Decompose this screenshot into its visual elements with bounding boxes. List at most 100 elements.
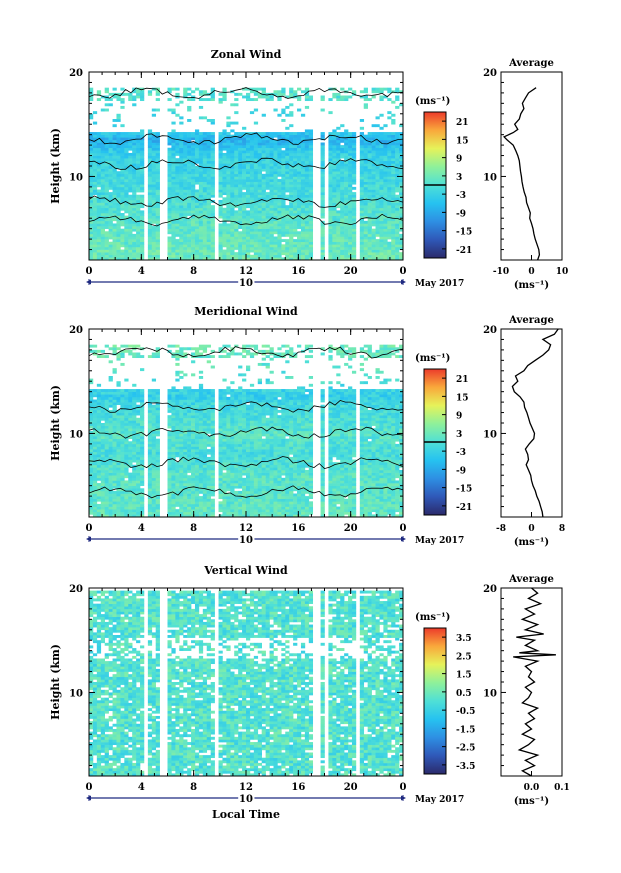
heatmap-cell <box>147 155 153 159</box>
heatmap-cell <box>359 147 365 151</box>
heatmap-cell <box>230 90 235 94</box>
heatmap-cell <box>399 215 404 219</box>
heatmap-cell <box>300 215 306 219</box>
heatmap-cell <box>328 186 333 190</box>
heatmap-cell <box>297 176 302 180</box>
heatmap-cell <box>277 194 282 198</box>
heatmap-cell <box>104 244 109 248</box>
heatmap-cell <box>246 199 251 203</box>
heatmap-cell <box>387 244 392 248</box>
heatmap-cell <box>140 181 145 185</box>
heatmap-cell <box>379 139 384 143</box>
heatmap-cell <box>375 116 380 120</box>
heatmap-cell <box>112 446 117 450</box>
heatmap-cell <box>112 87 117 91</box>
heatmap-cell <box>367 132 372 135</box>
heatmap-cell <box>332 158 337 162</box>
heatmap-cell <box>116 446 121 450</box>
heatmap-cell <box>179 179 184 182</box>
heatmap-cell <box>391 113 396 117</box>
heatmap-cell <box>128 503 133 507</box>
heatmap-cell <box>371 223 376 227</box>
heatmap-cell <box>116 220 121 224</box>
heatmap-cell <box>289 173 294 177</box>
heatmap-cell <box>179 202 184 206</box>
heatmap-cell <box>304 218 310 222</box>
heatmap-cell <box>89 186 94 190</box>
heatmap-cell <box>151 443 157 447</box>
heatmap-cell <box>332 223 337 227</box>
heatmap-cell <box>183 233 188 237</box>
heatmap-cell <box>108 347 113 351</box>
heatmap-cell <box>234 142 239 146</box>
heatmap-cell <box>132 252 137 256</box>
heatmap-cell <box>359 126 365 130</box>
heatmap-cell <box>206 158 211 162</box>
heatmap-cell <box>359 194 365 198</box>
heatmap-cell <box>320 249 325 253</box>
heatmap-cell <box>340 231 345 235</box>
heatmap-cell <box>155 173 160 177</box>
heatmap-cell <box>116 417 121 421</box>
heatmap-cell <box>89 233 94 237</box>
heatmap-cell <box>363 166 368 169</box>
heatmap-cell <box>242 207 247 211</box>
heatmap-cell <box>147 475 153 479</box>
heatmap-cell <box>140 132 145 135</box>
heatmap-cell <box>171 483 176 486</box>
heatmap-cell <box>136 438 141 442</box>
heatmap-cell <box>351 158 357 162</box>
heatmap-cell <box>120 493 125 497</box>
heatmap-cell <box>194 257 200 261</box>
heatmap-cell <box>379 246 384 250</box>
heatmap-cell <box>128 226 133 229</box>
heatmap-cell <box>336 132 341 135</box>
heatmap-cell <box>140 163 145 167</box>
heatmap-cell <box>210 213 215 216</box>
heatmap-cell <box>124 205 129 209</box>
heatmap-cell <box>108 433 113 437</box>
heatmap-cell <box>183 199 188 203</box>
heatmap-cell <box>108 181 113 185</box>
heatmap-cell <box>304 137 310 141</box>
heatmap-cell <box>395 90 400 94</box>
heatmap-cell <box>96 485 102 489</box>
heatmap-cell <box>371 173 376 177</box>
heatmap-cell <box>171 477 176 481</box>
heatmap-cell <box>171 111 176 115</box>
heatmap-cell <box>289 113 294 117</box>
heatmap-cell <box>328 152 333 156</box>
heatmap-cell <box>246 173 251 177</box>
heatmap-cell <box>395 223 400 227</box>
heatmap-cell <box>257 194 262 198</box>
heatmap-cell <box>140 490 145 494</box>
heatmap-cell <box>261 223 266 227</box>
heatmap-cell <box>108 158 113 162</box>
heatmap-cell <box>222 252 227 256</box>
heatmap-cell <box>100 394 105 398</box>
heatmap-cell <box>198 137 204 141</box>
heatmap-cell <box>124 501 129 505</box>
heatmap-cell <box>202 132 208 135</box>
heatmap-cell <box>328 254 333 258</box>
heatmap-cell <box>265 249 270 253</box>
heatmap-cell <box>336 194 341 198</box>
heatmap-cell <box>112 134 117 138</box>
heatmap-cell <box>96 436 102 439</box>
heatmap-cell <box>92 472 98 476</box>
heatmap-cell <box>187 137 192 141</box>
heatmap-cell <box>222 226 227 229</box>
heatmap-cell <box>92 192 98 196</box>
heatmap-cell <box>187 246 192 250</box>
heatmap-cell <box>124 428 129 432</box>
heatmap-cell <box>124 391 129 395</box>
heatmap-cell <box>210 246 215 250</box>
heatmap-cell <box>100 132 105 135</box>
heatmap-cell <box>226 168 231 172</box>
heatmap-cell <box>202 207 208 211</box>
heatmap-cell <box>194 145 200 149</box>
heatmap-cell <box>171 399 176 403</box>
heatmap-cell <box>100 205 105 209</box>
heatmap-cell <box>104 456 109 460</box>
heatmap-cell <box>218 132 223 135</box>
